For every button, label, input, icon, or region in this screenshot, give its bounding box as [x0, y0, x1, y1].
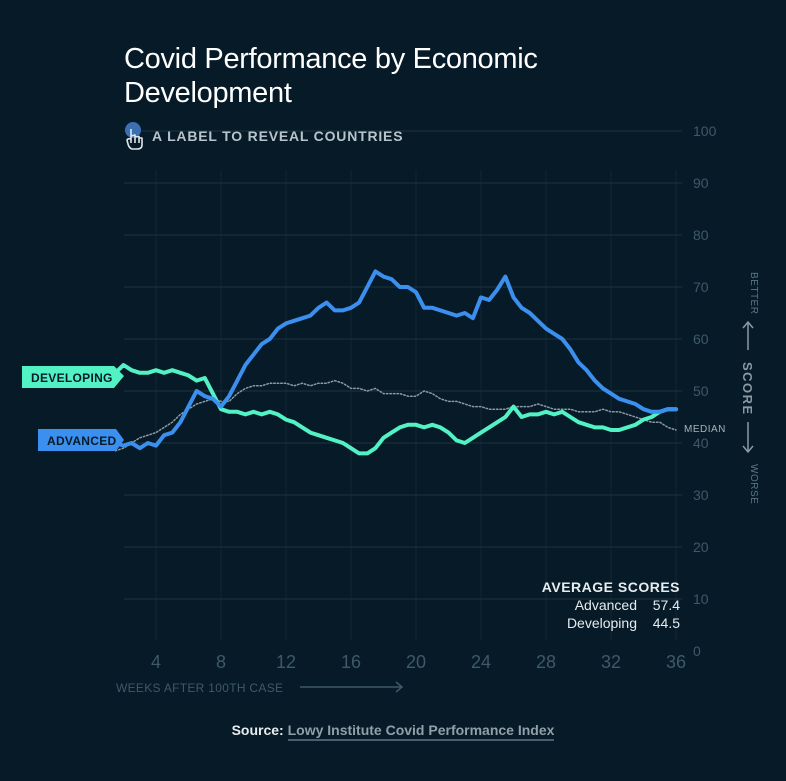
x-tick-label: 12: [276, 652, 296, 672]
series-line-advanced[interactable]: [113, 269, 678, 451]
average-advanced-value: 57.4: [653, 597, 680, 613]
score-axis-label: SCORE: [740, 362, 755, 416]
y-tick-label: 50: [693, 383, 709, 399]
legend-developing-label: DEVELOPING: [31, 371, 113, 385]
series-lines[interactable]: [113, 269, 678, 456]
arrow-up-icon: [742, 320, 754, 350]
reveal-hint: A LABEL TO REVEAL COUNTRIES: [124, 121, 403, 151]
advanced-tag-shape: [38, 429, 124, 451]
x-tick-label: 28: [536, 652, 556, 672]
y-tick-label: 70: [693, 279, 709, 295]
average-advanced-label: Advanced: [575, 597, 637, 613]
source-line: Source: Lowy Institute Covid Performance…: [0, 722, 786, 741]
x-tick-label: 4: [151, 652, 161, 672]
x-axis-ticks: 4 8 12 16 20 24 28 32 36: [151, 652, 686, 672]
arrow-down-icon: [742, 422, 754, 454]
x-tick-label: 8: [216, 652, 226, 672]
developing-tag-shape: [22, 366, 124, 388]
arrow-right-icon: [300, 681, 404, 693]
better-label: BETTER: [748, 272, 759, 314]
worse-label: WORSE: [748, 464, 759, 504]
legend-advanced-label: ADVANCED: [47, 434, 117, 448]
series-line-median[interactable]: [114, 379, 677, 452]
source-link[interactable]: Lowy Institute Covid Performance Index: [287, 722, 555, 741]
y-axis-ticks: 0 10 20 30 40 50 60 70 80 90 100: [693, 123, 717, 659]
x-tick-label: 24: [471, 652, 491, 672]
source-label: Source:: [231, 722, 284, 738]
y-tick-label: 0: [693, 643, 701, 659]
average-developing-label: Developing: [567, 615, 637, 631]
y-tick-label: 60: [693, 331, 709, 347]
chart-title: Covid Performance by Economic Developmen…: [124, 43, 538, 109]
average-scores: AVERAGE SCORES Advanced 57.4 Developing …: [542, 579, 680, 631]
y-tick-label: 30: [693, 487, 709, 503]
average-scores-title: AVERAGE SCORES: [542, 579, 680, 595]
y-tick-label: 20: [693, 539, 709, 555]
x-tick-label: 16: [341, 652, 361, 672]
pointer-hand-icon: [124, 121, 152, 151]
average-developing-value: 44.5: [653, 615, 680, 631]
gridlines: [124, 130, 682, 640]
legend-advanced[interactable]: ADVANCED: [38, 429, 124, 451]
x-tick-label: 20: [406, 652, 426, 672]
y-direction-labels: BETTER SCORE WORSE: [740, 272, 759, 504]
series-line-developing[interactable]: [113, 363, 678, 456]
y-tick-label: 40: [693, 435, 709, 451]
y-tick-label: 90: [693, 175, 709, 191]
x-axis-label-group: WEEKS AFTER 100TH CASE: [116, 681, 404, 695]
x-tick-label: 32: [601, 652, 621, 672]
legend-developing[interactable]: DEVELOPING: [22, 366, 124, 388]
median-label: MEDIAN: [684, 424, 726, 435]
y-tick-label: 100: [693, 123, 717, 139]
x-tick-label: 36: [666, 652, 686, 672]
hint-text: A LABEL TO REVEAL COUNTRIES: [152, 128, 404, 144]
x-axis-label: WEEKS AFTER 100TH CASE: [116, 681, 283, 695]
y-tick-label: 10: [693, 591, 709, 607]
y-tick-label: 80: [693, 227, 709, 243]
